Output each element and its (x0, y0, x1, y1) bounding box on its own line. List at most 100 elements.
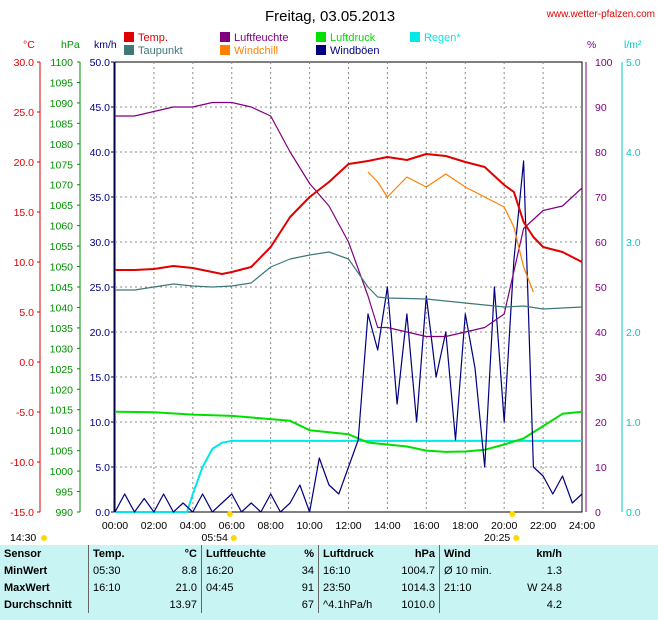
summary-cell (201, 596, 288, 613)
y-tick-label: -5.0 (16, 407, 34, 419)
y-tick-label: 1045 (50, 282, 74, 294)
summary-row-max: MaxWert 16:10 21.0 04:45 91 23:50 1014.3… (0, 579, 566, 596)
y-tick-label: 1095 (50, 77, 74, 89)
y-tick-label: -10.0 (10, 457, 34, 469)
y-tick-label: 5.0 (19, 307, 34, 319)
summary-row-min: MinWert 05:30 8.8 16:20 34 16:10 1004.7 … (0, 562, 566, 579)
summary-cell: MinWert (4, 564, 48, 577)
summary-cell: 91 (301, 581, 314, 594)
y-tick-label: 1000 (50, 466, 74, 478)
sunrise-sun-icon (230, 535, 237, 541)
legend-label-luftdruck: Luftdruck (330, 32, 376, 44)
y-tick-label: 80 (595, 147, 607, 159)
summary-cell: 1010.0 (401, 598, 435, 611)
summary-panel: Sensor Temp. °C Luftfeuchte % Luftdruck … (0, 545, 658, 620)
axes: 00:00 02:00 04:00 06:00 08:00 10:00 12:00 14:00… (10, 39, 642, 532)
series-line-regen (115, 439, 582, 513)
y-tick-label: 1030 (50, 343, 74, 355)
summary-cell: 67 (301, 598, 314, 611)
y-tick-label: 5.0 (95, 462, 110, 474)
y-tick-label: 1050 (50, 262, 74, 274)
y-tick-label: 20.0 (14, 157, 35, 169)
y-tick-label: 20 (595, 417, 607, 429)
summary-table: Sensor Temp. °C Luftfeuchte % Luftdruck … (0, 545, 566, 613)
y-tick-label: 30.0 (14, 57, 35, 69)
x-tick-label: 18:00 (452, 520, 478, 532)
y-tick-label: 1025 (50, 364, 74, 376)
y-tick-label: 70 (595, 192, 607, 204)
legend-swatch-regen (410, 32, 420, 42)
legend-label-luftfeuchte: Luftfeuchte (234, 32, 288, 44)
summary-cell: W 24.8 (527, 581, 562, 594)
summary-cell: 13.97 (169, 598, 197, 611)
y-tick-label: 20.0 (90, 327, 111, 339)
y-tick-label: 1010 (50, 425, 74, 437)
x-tick-label: 02:00 (141, 520, 167, 532)
series-line-temp (115, 153, 583, 275)
y-tick-label: 35.0 (90, 192, 111, 204)
y-tick-label: 5.0 (626, 57, 641, 69)
legend-swatch-taupunkt (124, 45, 134, 55)
summary-cell: Durchschnitt (4, 598, 72, 611)
y-tick-label: 1090 (50, 98, 74, 110)
y-tick-label: 1040 (50, 302, 74, 314)
y-tick-label: 50 (595, 282, 607, 294)
weather-chart: Freitag, 03.05.2013 www.wetter-pfalzen.c… (10, 8, 655, 544)
y-tick-label: 0.0 (95, 507, 110, 519)
x-tick-label: 12:00 (335, 520, 361, 532)
y-tick-label: 0.0 (19, 357, 34, 369)
x-tick-label: 08:00 (258, 520, 284, 532)
y-tick-label: 10.0 (14, 257, 35, 269)
axis-unit-left: °C (23, 39, 35, 51)
y-tick-label: 1020 (50, 384, 74, 396)
summary-cell: MaxWert (4, 581, 50, 594)
legend-swatch-luftdruck (316, 32, 326, 42)
y-tick-label: 2.0 (626, 327, 641, 339)
daylight-sun-icon (41, 535, 47, 541)
y-tick-label: 15.0 (14, 207, 35, 219)
summary-cell: 8.8 (181, 564, 197, 577)
legend-label-windchill: Windchill (234, 45, 278, 57)
site-link[interactable]: www.wetter-pfalzen.com (546, 9, 655, 20)
y-tick-label: 30.0 (90, 237, 111, 249)
summary-cell: 16:10 (318, 562, 389, 579)
summary-cell: 21:10 (439, 579, 508, 596)
y-tick-label: 0.0 (626, 507, 641, 519)
summary-cell: 1.3 (546, 564, 562, 577)
x-tick-label: 20:00 (491, 520, 517, 532)
axis-unit-left: hPa (61, 39, 80, 51)
sun-markers: 05:54 20:25 14:30 (10, 511, 520, 544)
summary-cell: 4.2 (546, 598, 562, 611)
axis-unit-left: km/h (94, 39, 117, 51)
y-tick-label: 3.0 (626, 237, 641, 249)
y-tick-label: 90 (595, 102, 607, 114)
y-tick-label: 995 (55, 487, 73, 499)
summary-header-humidity: Luftfeuchte (201, 545, 288, 562)
legend-swatch-temp (124, 32, 134, 42)
sunset-marker (509, 511, 516, 517)
y-tick-label: 40.0 (90, 147, 111, 159)
series-line-luftfeuchte (115, 101, 583, 338)
y-tick-label: 1075 (50, 159, 74, 171)
summary-cell: 1014.3 (401, 581, 435, 594)
x-tick-label: 04:00 (180, 520, 206, 532)
y-tick-label: 1080 (50, 139, 74, 151)
y-tick-label: 10.0 (90, 417, 111, 429)
y-tick-label: 1100 (50, 57, 73, 69)
legend-label-temp: Temp. (138, 32, 168, 44)
sunrise-marker (226, 511, 233, 517)
summary-header-temp: Temp. (88, 545, 155, 562)
legend-swatch-luftfeuchte (220, 32, 230, 42)
summary-cell: 05:30 (88, 562, 155, 579)
legend-swatch-windchill (220, 45, 230, 55)
sunrise-label: 05:54 (202, 532, 228, 544)
y-tick-label: 1060 (50, 221, 74, 233)
y-tick-label: 0 (595, 507, 601, 519)
y-tick-label: 10 (595, 462, 607, 474)
x-tick-label: 06:00 (219, 520, 245, 532)
y-tick-label: 50.0 (90, 57, 111, 69)
y-tick-label: 1.0 (626, 417, 641, 429)
summary-cell: ^4.1hPa/h (318, 596, 389, 613)
y-tick-label: 1005 (50, 446, 74, 458)
